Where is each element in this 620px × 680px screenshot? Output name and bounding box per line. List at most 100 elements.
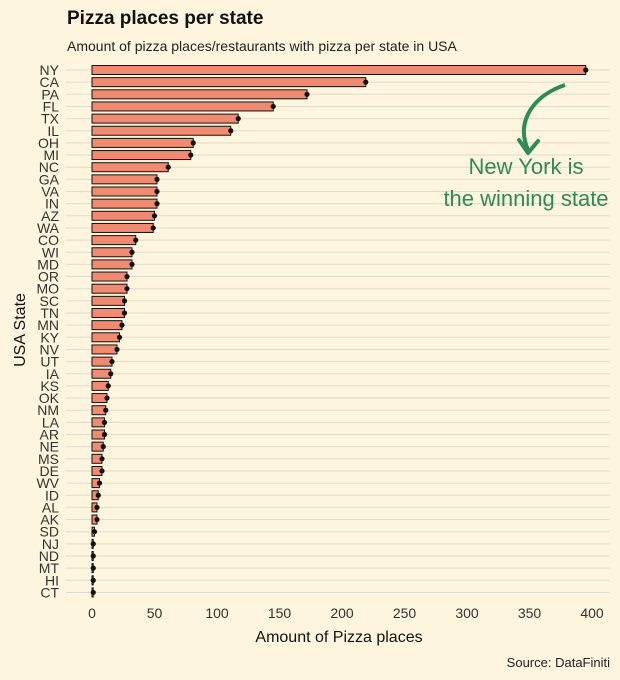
x-tick-200: 200: [330, 605, 354, 621]
state-label-mn: MN: [37, 317, 59, 333]
state-label-mo: MO: [36, 281, 59, 297]
state-label-ut: UT: [40, 354, 59, 370]
point-mt: [90, 565, 96, 571]
bar-oh: [91, 137, 194, 148]
bar-az: [91, 210, 155, 221]
state-label-ok: OK: [39, 390, 60, 406]
x-tick-150: 150: [268, 605, 292, 621]
state-label-ar: AR: [40, 427, 59, 443]
y-tick-labels: NYCAPAFLTXILOHMINCGAVAINAZWACOWIMDORMOSC…: [36, 62, 59, 600]
state-label-il: IL: [47, 123, 59, 139]
bar-mi: [91, 150, 192, 161]
bar-md: [91, 259, 133, 270]
state-label-hi: HI: [45, 572, 59, 588]
x-tick-400: 400: [580, 605, 604, 621]
point-al: [94, 504, 100, 510]
point-ne: [100, 444, 106, 450]
state-label-ms: MS: [38, 451, 59, 467]
x-tick-labels: 0 50 100 150 200 250 300 350 400: [88, 605, 604, 621]
bar-tn: [91, 308, 125, 318]
bar-il: [91, 125, 232, 136]
state-label-ca: CA: [40, 74, 60, 90]
bar-tx: [91, 113, 239, 124]
state-label-co: CO: [38, 232, 59, 248]
state-label-la: LA: [42, 414, 60, 430]
bars: [91, 65, 587, 598]
point-wv: [96, 480, 103, 486]
bar-wi: [91, 247, 133, 258]
state-label-wi: WI: [42, 244, 59, 260]
annotation-line-1: New York is: [469, 154, 584, 179]
point-ak: [94, 516, 100, 523]
bar-ut: [91, 356, 113, 367]
state-label-sd: SD: [40, 524, 59, 540]
bar-ia: [91, 368, 112, 379]
point-ny: [583, 67, 589, 73]
point-id: [95, 492, 101, 498]
point-pa: [304, 91, 310, 97]
state-label-ny: NY: [40, 62, 60, 78]
chart-subtitle: Amount of pizza places/restaurants with …: [67, 38, 457, 54]
point-in: [154, 201, 160, 207]
state-label-oh: OH: [38, 135, 59, 151]
state-label-sc: SC: [40, 293, 59, 309]
point-de: [99, 468, 105, 474]
bar-mn: [91, 320, 123, 331]
state-label-mi: MI: [43, 147, 59, 163]
point-ia: [108, 371, 114, 377]
point-tx: [235, 116, 241, 122]
point-tn: [121, 310, 128, 316]
bar-end-points: [90, 67, 589, 596]
point-va: [154, 188, 160, 195]
annotation-arrow: [521, 83, 566, 151]
bar-co: [91, 235, 137, 246]
bar-ca: [91, 77, 367, 88]
annotation-arrowhead: [517, 138, 540, 155]
point-ky: [116, 334, 123, 340]
state-label-nm: NM: [37, 402, 59, 418]
y-axis-title: USA State: [12, 293, 29, 367]
state-label-md: MD: [37, 256, 59, 272]
bar-nc: [91, 162, 169, 173]
bar-wa: [91, 222, 154, 233]
state-label-tx: TX: [41, 111, 60, 127]
state-label-mt: MT: [39, 560, 60, 576]
point-mi: [188, 152, 194, 158]
point-ut: [109, 359, 115, 365]
bar-va: [91, 186, 158, 197]
bar-mo: [91, 283, 128, 294]
point-hi: [90, 577, 96, 583]
point-nj: [90, 541, 96, 547]
point-ga: [154, 176, 160, 182]
point-sd: [91, 529, 98, 535]
state-label-or: OR: [38, 269, 59, 285]
point-ct: [90, 589, 96, 596]
state-label-id: ID: [45, 487, 59, 503]
x-tick-350: 350: [518, 605, 542, 621]
state-label-in: IN: [45, 196, 59, 212]
state-label-tn: TN: [40, 305, 59, 321]
state-label-nj: NJ: [42, 536, 59, 552]
point-sc: [121, 298, 128, 304]
bar-in: [91, 198, 158, 209]
annotation-line-2: the winning state: [443, 186, 608, 211]
x-axis-title: Amount of Pizza places: [255, 629, 422, 646]
point-az: [151, 213, 158, 219]
state-label-ak: AK: [40, 512, 59, 528]
point-oh: [190, 140, 196, 146]
point-co: [133, 237, 139, 243]
point-or: [124, 273, 130, 280]
bar-ky: [91, 332, 120, 343]
state-label-ky: KY: [40, 329, 59, 345]
point-nv: [114, 346, 120, 353]
state-label-ne: NE: [40, 439, 59, 455]
bar-fl: [91, 101, 274, 112]
x-tick-250: 250: [393, 605, 417, 621]
bar-sc: [91, 295, 125, 306]
bar-nv: [91, 344, 118, 355]
state-label-nv: NV: [40, 341, 60, 357]
point-ms: [99, 456, 105, 462]
state-label-de: DE: [40, 463, 59, 479]
point-nm: [103, 407, 109, 413]
